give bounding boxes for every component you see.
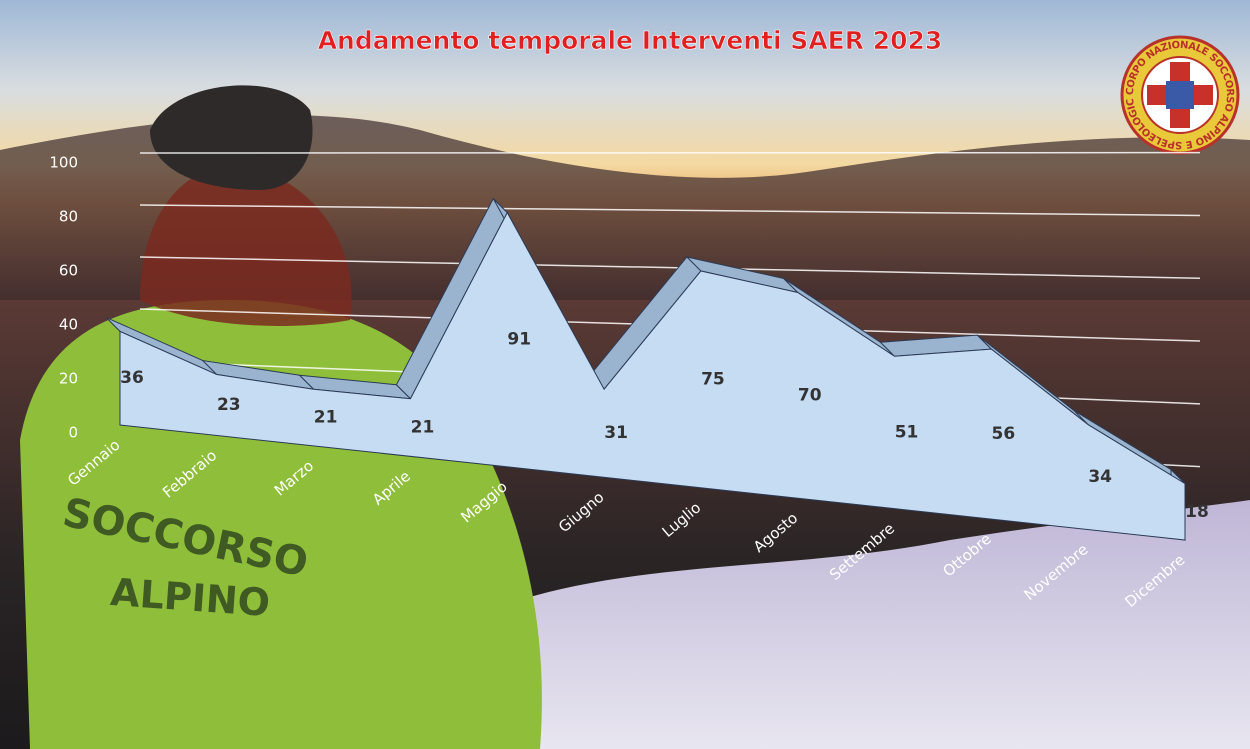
data-label: 31 xyxy=(604,423,628,443)
data-label: 51 xyxy=(895,422,919,442)
logo-shield xyxy=(1166,81,1194,109)
grid-line xyxy=(139,256,1201,279)
y-tick-label: 100 xyxy=(49,154,78,172)
data-label: 21 xyxy=(411,418,435,438)
y-tick-label: 40 xyxy=(59,316,78,334)
data-label: 70 xyxy=(798,385,822,405)
data-label: 18 xyxy=(1185,502,1209,522)
y-tick-label: 20 xyxy=(59,370,78,388)
data-label: 91 xyxy=(507,330,531,350)
data-label: 23 xyxy=(217,395,241,415)
area xyxy=(119,211,1186,541)
y-tick-label: 60 xyxy=(59,262,78,280)
y-tick-label: 0 xyxy=(68,424,78,442)
head xyxy=(150,85,313,190)
grid-line xyxy=(139,204,1201,217)
y-tick-label: 80 xyxy=(59,208,78,226)
data-label: 56 xyxy=(992,424,1016,444)
data-label: 34 xyxy=(1088,467,1112,487)
snow xyxy=(440,500,1250,749)
data-label: 21 xyxy=(314,408,338,428)
data-label: 75 xyxy=(701,369,725,389)
data-label: 36 xyxy=(120,368,144,388)
chart-title: Andamento temporale Interventi SAER 2023 xyxy=(318,26,943,55)
